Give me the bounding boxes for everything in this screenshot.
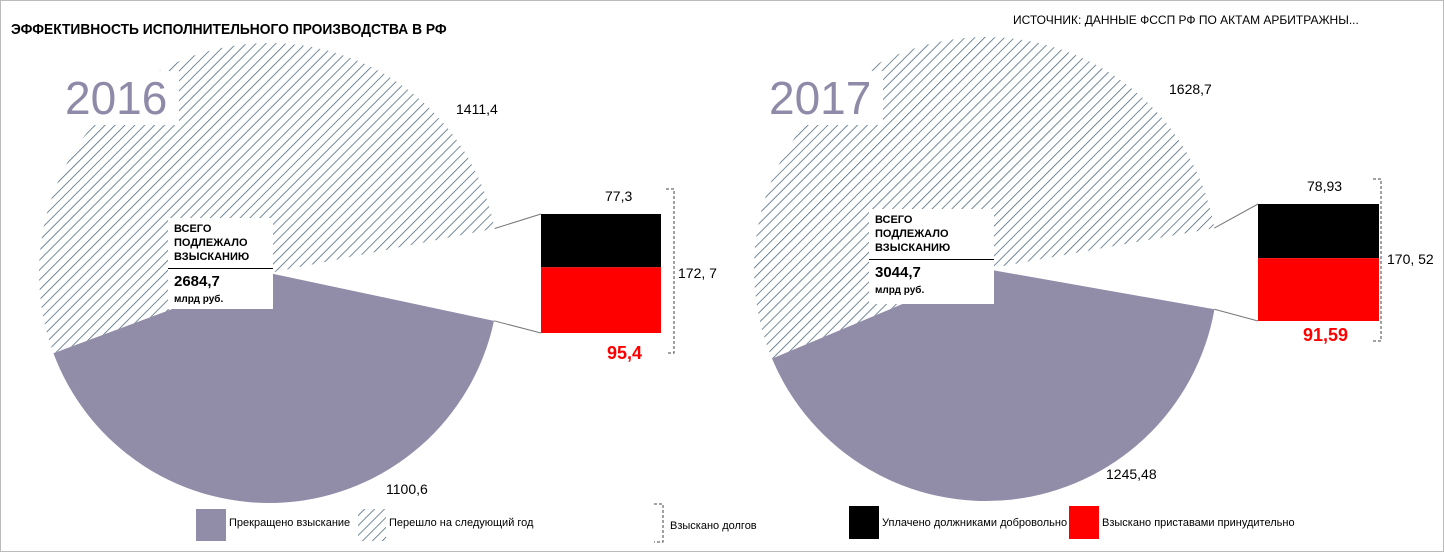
total-value: 3044,7 (875, 264, 921, 281)
year-2017: 2017 (757, 71, 884, 125)
connector-line (1214, 308, 1259, 322)
legend-swatch-forced (1069, 506, 1099, 539)
connector-line (493, 320, 542, 334)
label-collected-2017: 170, 52 (1387, 251, 1434, 267)
source-note: ИСТОЧНИК: ДАННЫЕ ФССП РФ ПО АКТАМ АРБИТР… (1013, 13, 1359, 27)
legend-carried: Перешло на следующий год (389, 517, 534, 529)
bar-forced (541, 267, 661, 333)
legend-swatch-carried (358, 509, 386, 541)
bracket-collected (666, 188, 675, 354)
pie-slice-stopped (772, 269, 1215, 501)
legend-stopped: Прекращено взыскание (229, 517, 351, 529)
pie-slice-stopped (53, 273, 494, 503)
label-forced-2016: 95,4 (607, 343, 643, 363)
legend-swatch-voluntary (849, 506, 879, 539)
legend-swatch-collected (654, 503, 664, 543)
total-caption: ВСЕГО ПОДЛЕЖАЛО ВЗЫСКАНИЮ (869, 209, 994, 260)
label-stopped-2016: 1100,6 (386, 481, 428, 497)
label-forced-2017: 91,59 (1303, 325, 1349, 345)
label-collected-2016: 172, 7 (678, 265, 717, 281)
bar-forced (1258, 258, 1379, 321)
year-2016: 2016 (53, 71, 180, 125)
label-voluntary-2016: 77,3 (605, 188, 633, 204)
bar-voluntary (541, 214, 661, 268)
total-box-2017: ВСЕГО ПОДЛЕЖАЛО ВЗЫСКАНИЮ 3044,7 млрд ру… (869, 209, 994, 304)
label-carried-2016: 1411,4 (456, 101, 498, 117)
label-carried-2017: 1628,7 (1169, 81, 1212, 97)
label-stopped-2017: 1245,48 (1106, 466, 1157, 482)
connector-line (494, 213, 542, 229)
total-unit: млрд руб. (174, 294, 224, 305)
legend-swatch-stopped (196, 509, 226, 541)
legend-forced: Взыскано приставами принудительно (1102, 517, 1295, 529)
bar-voluntary (1258, 204, 1379, 259)
connector-line (1214, 203, 1259, 229)
total-box-2016: ВСЕГО ПОДЛЕЖАЛО ВЗЫСКАНИЮ 2684,7 млрд ру… (168, 218, 273, 309)
total-unit: млрд руб. (875, 285, 925, 296)
chart-title: ЭФФЕКТИВНОСТЬ ИСПОЛНИТЕЛЬНОГО ПРОИЗВОДСТ… (11, 21, 447, 38)
legend-voluntary: Уплачено должниками добровольно (882, 517, 1068, 529)
legend-collected: Взыскано долгов (670, 520, 757, 532)
total-caption: ВСЕГО ПОДЛЕЖАЛО ВЗЫСКАНИЮ (168, 218, 273, 269)
total-value: 2684,7 (174, 273, 220, 290)
label-voluntary-2017: 78,93 (1307, 178, 1343, 194)
